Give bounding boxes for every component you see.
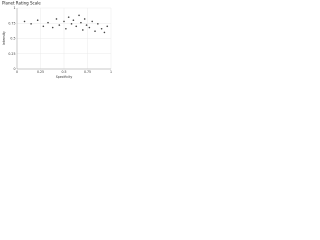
y-tick-label: 0.75 [8, 21, 15, 25]
point [88, 26, 91, 29]
point [103, 31, 106, 34]
point [23, 20, 26, 23]
x-tick-label: 0.25 [37, 70, 44, 74]
point [63, 20, 65, 23]
x-tick-label: 0.5 [61, 70, 66, 74]
point [72, 19, 75, 22]
point [80, 21, 82, 24]
y-tick-label: 0.5 [10, 37, 15, 41]
y-tick-label: 0 [13, 67, 15, 71]
point [67, 16, 70, 18]
chart: Planet Rating Scale Specificity Intensit… [2, 1, 112, 80]
y-axis-label: Intensity [2, 31, 6, 45]
point [58, 24, 61, 26]
point [51, 26, 54, 29]
y-tick-label: 0.25 [8, 52, 15, 56]
point [30, 23, 32, 25]
point [78, 14, 80, 17]
point [70, 23, 73, 25]
point [91, 20, 93, 23]
point [82, 29, 84, 31]
x-axis-label: Specificity [56, 75, 73, 79]
point [75, 25, 78, 28]
x-tick-label: 0.75 [84, 70, 91, 74]
point [94, 30, 96, 32]
chart-title: Planet Rating Scale [2, 1, 41, 6]
point [36, 19, 39, 22]
point [65, 27, 67, 30]
x-tick-label: 1 [110, 70, 112, 74]
point [42, 25, 45, 28]
point [83, 18, 86, 20]
point [97, 23, 99, 25]
point [47, 21, 49, 24]
x-tick-label: 0 [16, 70, 18, 74]
point [106, 25, 109, 28]
point [85, 24, 88, 26]
point [55, 18, 58, 20]
y-tick-label: 1 [13, 6, 15, 10]
point [100, 27, 103, 30]
